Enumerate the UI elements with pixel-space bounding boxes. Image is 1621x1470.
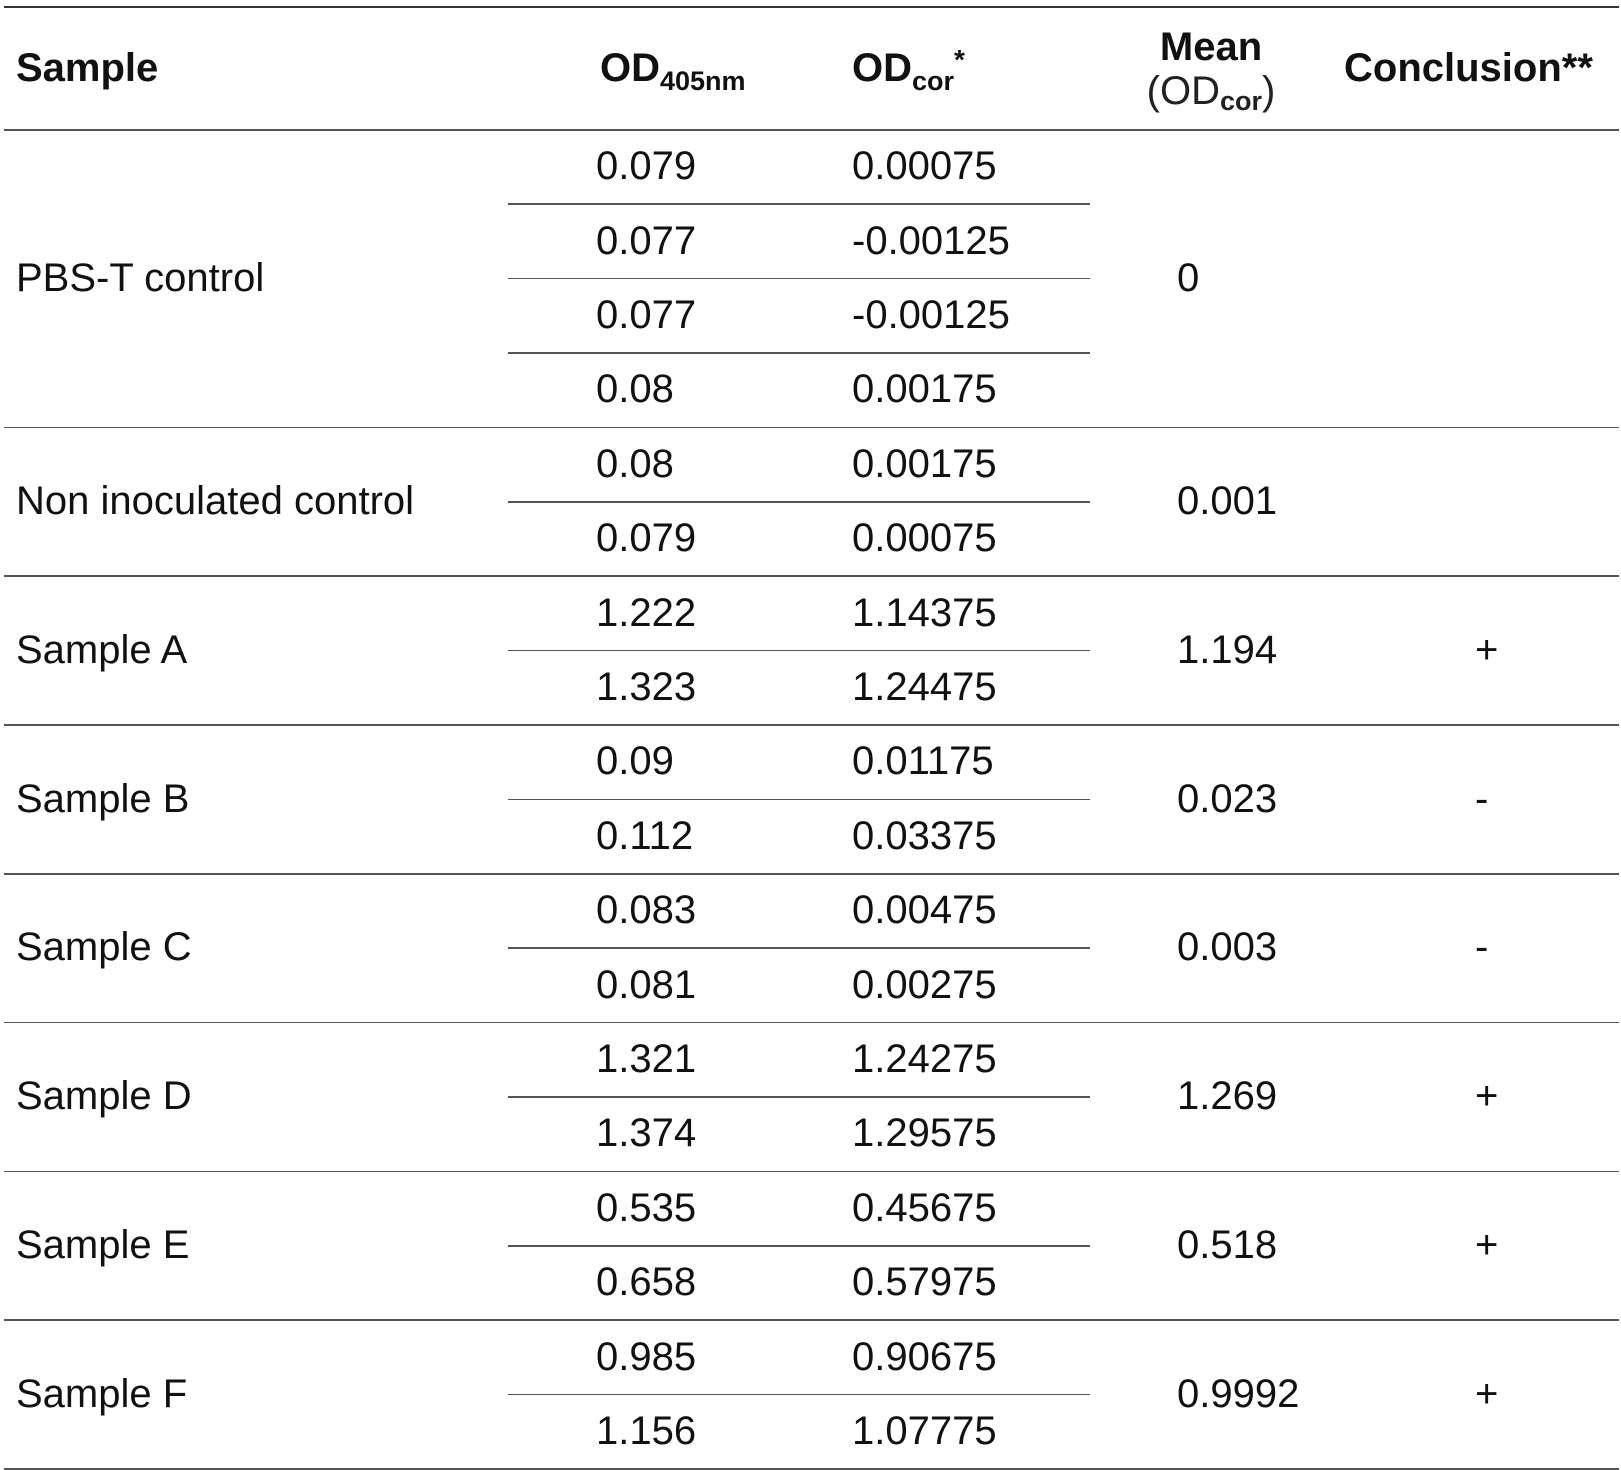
conclusion-value: + [1475, 1074, 1499, 1119]
mean-value: 0.518 [1177, 1223, 1278, 1267]
sample-name: Sample C [16, 925, 192, 970]
od405-value: 0.535 [596, 1185, 697, 1230]
odcor-value: 1.24275 [852, 1037, 997, 1081]
od405-value: 0.985 [596, 1334, 697, 1379]
replicate-divider [508, 649, 1090, 652]
row-divider [4, 426, 1619, 429]
od405-value: 1.374 [596, 1111, 697, 1156]
replicate-divider [508, 501, 1090, 503]
replicate-divider [508, 203, 1090, 205]
mean-value: 0 [1177, 255, 1200, 300]
header-conclusion: Conclusion** [1344, 46, 1593, 90]
conclusion-value: - [1475, 776, 1489, 821]
odcor-value: 0.00275 [852, 962, 997, 1007]
odcor-value: 0.00075 [852, 516, 997, 561]
odcor-value: 1.24475 [852, 665, 997, 709]
mean-value: 0.001 [1177, 479, 1278, 523]
replicate-divider [508, 352, 1090, 354]
odcor-value: 0.90675 [852, 1334, 997, 1379]
od405-value: 0.08 [596, 441, 674, 486]
od405-value: 1.222 [596, 590, 697, 635]
mean-value: 1.194 [1177, 627, 1278, 672]
od405-value: 0.083 [596, 888, 697, 933]
mean-value: 0.003 [1177, 925, 1278, 970]
od405-value: 0.079 [596, 516, 697, 561]
replicate-divider [508, 277, 1090, 280]
odcor-value: 0.00075 [852, 144, 997, 189]
header-mean: Mean (ODcor) [1146, 25, 1276, 116]
conclusion-value: + [1475, 1371, 1499, 1416]
header-rule [4, 129, 1619, 131]
od405-value: 0.112 [596, 813, 694, 858]
sample-name: Sample B [16, 776, 190, 821]
odcor-value: 0.00175 [852, 367, 997, 412]
od405-value: 0.081 [596, 962, 697, 1007]
od405-value: 0.079 [596, 144, 697, 189]
replicate-divider [508, 1245, 1090, 1247]
sample-name: Sample E [16, 1223, 190, 1267]
row-divider [4, 1021, 1619, 1024]
odcor-value: 0.00175 [852, 441, 997, 486]
conclusion-value: + [1475, 1223, 1499, 1267]
header-odcor: ODcor* [852, 44, 965, 96]
odcor-value: 0.01175 [852, 739, 994, 784]
odcor-value: 1.07775 [852, 1409, 997, 1453]
odcor-value: 0.00475 [852, 888, 997, 933]
row-divider [4, 1319, 1619, 1321]
replicate-divider [508, 1393, 1090, 1396]
odcor-value: 1.14375 [852, 590, 997, 635]
sample-name: Non inoculated control [16, 479, 415, 523]
sample-name: Sample A [16, 627, 188, 672]
replicate-divider [508, 1096, 1090, 1098]
row-divider [4, 724, 1619, 726]
od405-value: 1.321 [596, 1037, 697, 1081]
od405-value: 0.08 [596, 367, 674, 412]
row-divider [4, 575, 1619, 577]
od405-value: 1.156 [596, 1409, 697, 1453]
table-top-rule [4, 6, 1619, 8]
row-divider [4, 1468, 1619, 1470]
sample-name: PBS-T control [16, 255, 265, 300]
od405-value: 0.077 [596, 293, 697, 337]
row-divider [4, 873, 1619, 875]
odcor-value: 0.03375 [852, 813, 997, 858]
conclusion-value: + [1475, 627, 1499, 672]
odcor-value: 1.29575 [852, 1111, 997, 1156]
sample-name: Sample D [16, 1074, 192, 1119]
replicate-divider [508, 947, 1090, 949]
mean-value: 1.269 [1177, 1074, 1278, 1119]
odcor-value: 0.57975 [852, 1260, 997, 1305]
odcor-value: 0.45675 [852, 1185, 997, 1230]
mean-value: 0.9992 [1177, 1371, 1300, 1416]
conclusion-value: - [1475, 925, 1489, 970]
odcor-value: -0.00125 [852, 293, 1010, 337]
header-sample: Sample [16, 46, 159, 90]
mean-value: 0.023 [1177, 776, 1278, 821]
row-divider [4, 1170, 1619, 1173]
replicate-divider [508, 798, 1090, 801]
od405-value: 0.077 [596, 218, 697, 263]
od405-value: 0.658 [596, 1260, 697, 1305]
od405-value: 0.09 [596, 739, 674, 784]
header-od405: OD405nm [600, 46, 746, 96]
od405-value: 1.323 [596, 665, 697, 709]
odcor-value: -0.00125 [852, 218, 1010, 263]
sample-name: Sample F [16, 1371, 188, 1416]
